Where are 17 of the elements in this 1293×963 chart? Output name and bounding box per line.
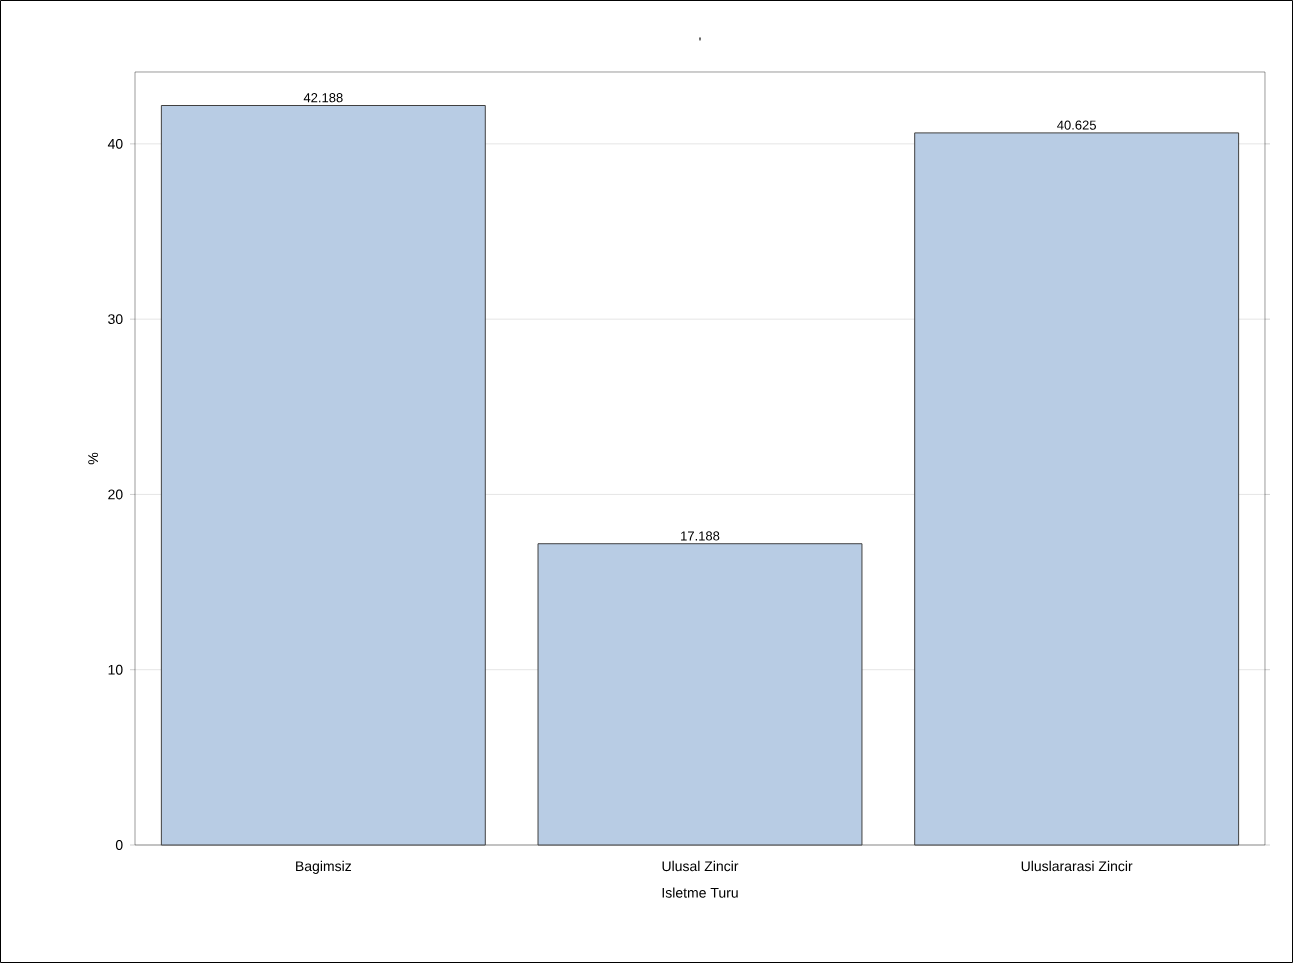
- y-tick-label: 0: [115, 840, 123, 850]
- y-tick-label: 10: [108, 664, 123, 675]
- bar: [914, 132, 1240, 846]
- y-tick-label: 40: [107, 138, 123, 149]
- data-label: 17.188: [681, 531, 720, 541]
- x-tick-label: Uluslararasi Zincir: [1021, 860, 1133, 872]
- x-axis-title: Isletme Turu: [662, 887, 738, 898]
- chart-title: ': [699, 37, 701, 41]
- y-tick-label: 20: [108, 489, 123, 500]
- data-label: 40.625: [1057, 120, 1096, 130]
- bar: [537, 543, 863, 846]
- y-axis-title: %: [88, 452, 99, 465]
- bar: [160, 105, 486, 846]
- x-tick-label: Bagimsiz: [296, 860, 352, 874]
- x-tick-label: Ulusal Zincir: [662, 860, 739, 872]
- y-tick-label: 30: [108, 314, 123, 325]
- data-label: 42.188: [303, 93, 343, 103]
